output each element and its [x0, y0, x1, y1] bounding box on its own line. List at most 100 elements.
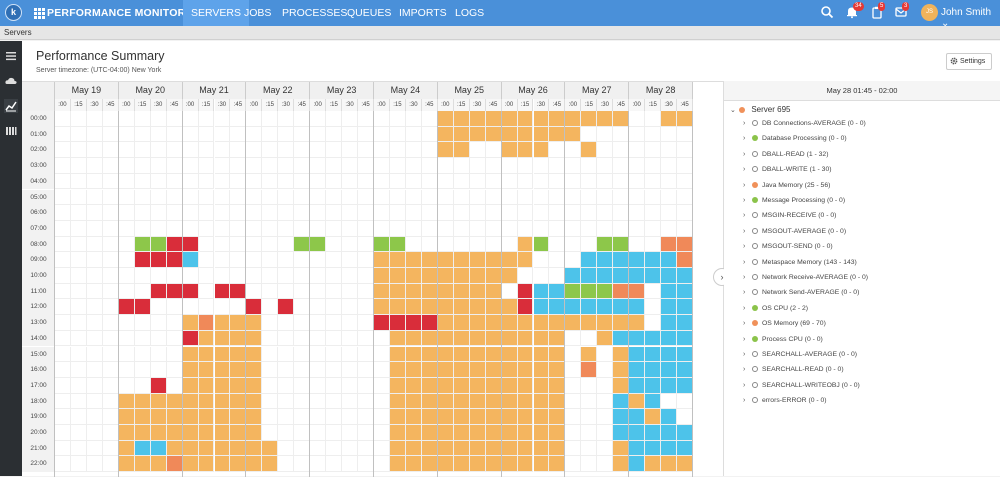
heatmap-cell[interactable]	[453, 315, 470, 331]
heatmap-cell[interactable]	[166, 346, 183, 363]
heatmap-cell[interactable]	[310, 268, 327, 284]
heatmap-cell[interactable]	[613, 425, 630, 441]
heatmap-cell[interactable]	[294, 252, 311, 268]
heatmap-cell[interactable]	[533, 158, 550, 174]
heatmap-cell[interactable]	[405, 111, 422, 127]
heatmap-cell[interactable]	[326, 205, 343, 221]
heatmap-cell[interactable]	[182, 440, 199, 457]
heatmap-cell[interactable]	[565, 189, 582, 206]
heatmap-cell[interactable]	[677, 456, 693, 473]
heatmap-cell[interactable]	[581, 268, 598, 284]
heatmap-cell[interactable]	[374, 362, 390, 378]
heatmap-cell[interactable]	[374, 252, 390, 268]
heatmap-cell[interactable]	[118, 346, 135, 363]
heatmap-cell[interactable]	[262, 362, 279, 378]
heatmap-cell[interactable]	[86, 456, 103, 473]
heatmap-cell[interactable]	[517, 142, 534, 159]
heatmap-cell[interactable]	[597, 299, 614, 316]
heatmap-cell[interactable]	[182, 158, 199, 174]
heatmap-cell[interactable]	[150, 252, 167, 268]
heatmap-cell[interactable]	[421, 205, 438, 221]
heatmap-cell[interactable]	[597, 252, 614, 268]
heatmap-cell[interactable]	[374, 377, 390, 394]
heatmap-cell[interactable]	[485, 362, 502, 378]
heatmap-cell[interactable]	[565, 362, 582, 378]
heatmap-cell[interactable]	[549, 425, 566, 441]
heatmap-cell[interactable]	[102, 268, 119, 284]
heatmap-cell[interactable]	[118, 299, 135, 316]
heatmap-cell[interactable]	[278, 220, 295, 237]
heatmap-cell[interactable]	[230, 393, 247, 410]
heatmap-cell[interactable]	[374, 126, 390, 143]
heatmap-cell[interactable]	[533, 456, 550, 473]
heatmap-cell[interactable]	[134, 268, 151, 284]
heatmap-cell[interactable]	[166, 205, 183, 221]
heatmap-cell[interactable]	[549, 409, 566, 425]
heatmap-cell[interactable]	[55, 440, 71, 457]
heatmap-cell[interactable]	[55, 173, 71, 190]
heatmap-cell[interactable]	[310, 393, 327, 410]
chevron-down-icon[interactable]: ⌄	[730, 107, 736, 114]
heatmap-cell[interactable]	[645, 220, 662, 237]
heatmap-cell[interactable]	[389, 236, 406, 253]
heatmap-cell[interactable]	[421, 346, 438, 363]
heatmap-cell[interactable]	[310, 236, 327, 253]
heatmap-cell[interactable]	[661, 111, 678, 127]
heatmap-cell[interactable]	[102, 330, 119, 347]
chevron-right-icon[interactable]: ›	[743, 274, 746, 281]
heatmap-cell[interactable]	[677, 330, 693, 347]
heatmap-cell[interactable]	[469, 346, 486, 363]
heatmap-cell[interactable]	[118, 111, 135, 127]
heatmap-cell[interactable]	[86, 440, 103, 457]
heatmap-cell[interactable]	[118, 409, 135, 425]
heatmap-cell[interactable]	[70, 158, 87, 174]
heatmap-cell[interactable]	[55, 205, 71, 221]
heatmap-cell[interactable]	[389, 440, 406, 457]
heatmap-cell[interactable]	[549, 236, 566, 253]
breadcrumb-servers[interactable]: Servers	[4, 28, 32, 37]
heatmap-cell[interactable]	[326, 268, 343, 284]
heatmap-cell[interactable]	[501, 142, 518, 159]
heatmap-cell[interactable]	[549, 173, 566, 190]
chevron-right-icon[interactable]: ›	[743, 304, 746, 312]
menu-icon[interactable]	[4, 49, 18, 63]
heatmap-cell[interactable]	[453, 236, 470, 253]
heatmap-cell[interactable]	[374, 409, 390, 425]
heatmap-cell[interactable]	[421, 283, 438, 300]
heatmap-cell[interactable]	[613, 220, 630, 237]
heatmap-cell[interactable]	[118, 142, 135, 159]
heatmap-cell[interactable]	[517, 283, 534, 300]
chevron-right-icon[interactable]: ›	[743, 320, 746, 328]
heatmap-cell[interactable]	[629, 268, 646, 284]
heatmap-cell[interactable]	[437, 252, 454, 268]
server-tree-node[interactable]: ⌄ Server 695	[730, 105, 790, 114]
heatmap-cell[interactable]	[677, 126, 693, 143]
heatmap-cell[interactable]	[485, 456, 502, 473]
heatmap-cell[interactable]	[342, 330, 359, 347]
heatmap-cell[interactable]	[533, 315, 550, 331]
heatmap-cell[interactable]	[469, 299, 486, 316]
heatmap-cell[interactable]	[405, 299, 422, 316]
heatmap-cell[interactable]	[549, 283, 566, 300]
heatmap-cell[interactable]	[166, 220, 183, 237]
heatmap-cell[interactable]	[134, 346, 151, 363]
heatmap-cell[interactable]	[645, 236, 662, 253]
heatmap-cell[interactable]	[613, 252, 630, 268]
heatmap-cell[interactable]	[645, 440, 662, 457]
heatmap-cell[interactable]	[645, 362, 662, 378]
heatmap-cell[interactable]	[150, 142, 167, 159]
heatmap-cell[interactable]	[565, 456, 582, 473]
heatmap-cell[interactable]	[613, 362, 630, 378]
heatmap-cell[interactable]	[278, 315, 295, 331]
heatmap-cell[interactable]	[134, 158, 151, 174]
heatmap-cell[interactable]	[262, 252, 279, 268]
heatmap-cell[interactable]	[342, 377, 359, 394]
heatmap-cell[interactable]	[358, 299, 374, 316]
heatmap-cell[interactable]	[198, 425, 215, 441]
heatmap-cell[interactable]	[565, 236, 582, 253]
heatmap-cell[interactable]	[70, 299, 87, 316]
heatmap-cell[interactable]	[389, 283, 406, 300]
heatmap-cell[interactable]	[294, 377, 311, 394]
heatmap-cell[interactable]	[230, 268, 247, 284]
heatmap-cell[interactable]	[677, 393, 693, 410]
